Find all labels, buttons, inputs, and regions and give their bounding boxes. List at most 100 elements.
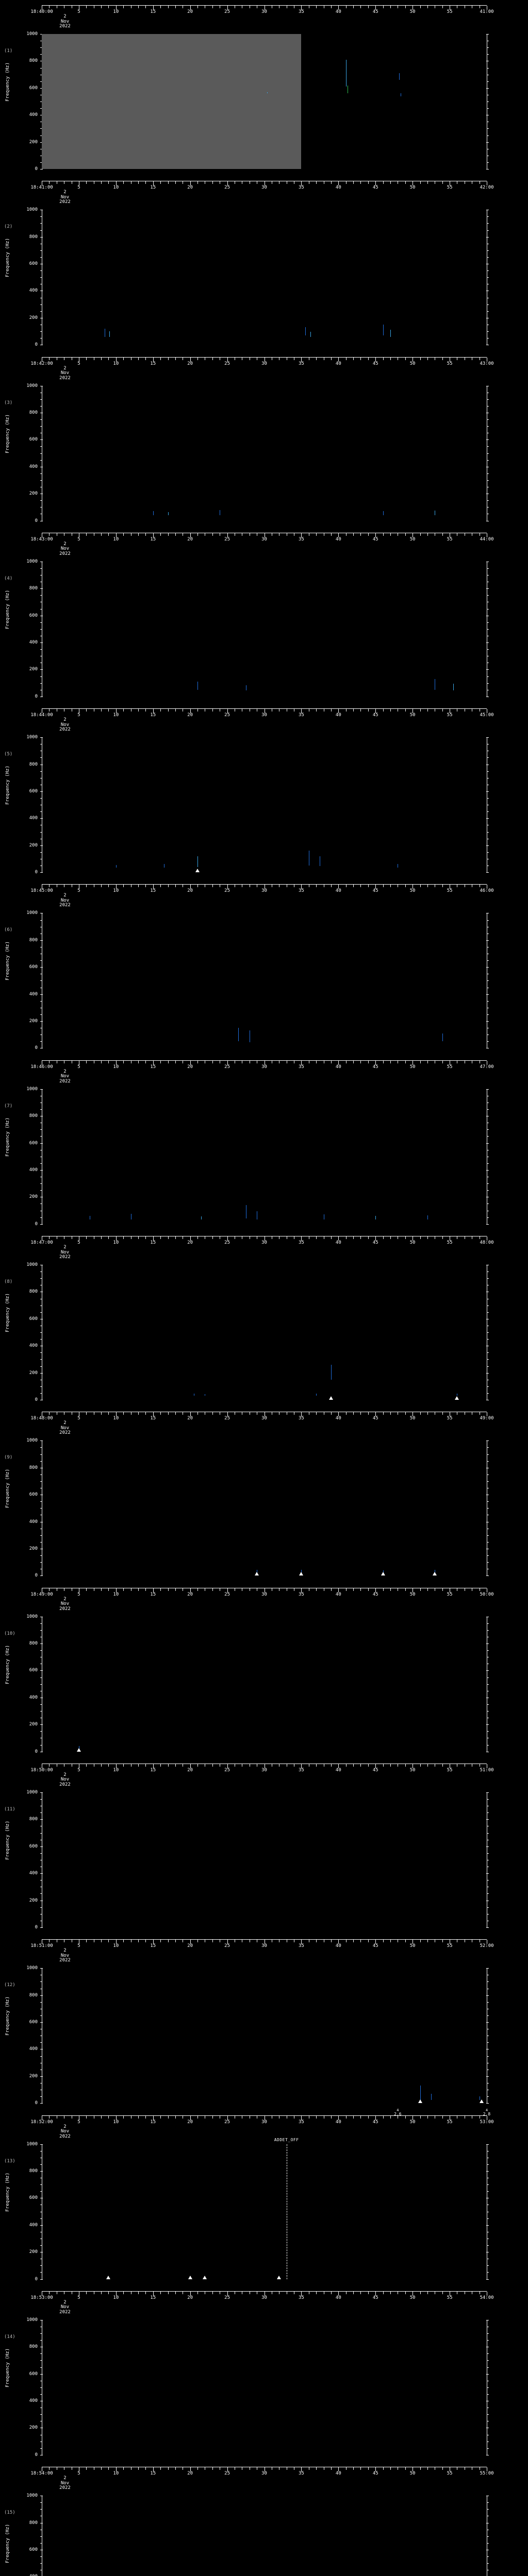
y-axis-tick-label: 400 [29,288,38,294]
spectrogram-field[interactable] [42,1617,487,1752]
plot-area[interactable]: (14) Frequency (Hz) 1000 800 600 400 200 0 [0,2286,528,2462]
detection-marker-triangle[interactable] [76,1748,81,1752]
detection-marker-triangle[interactable] [195,869,200,873]
spectrogram-field[interactable] [42,1265,487,1400]
plot-area[interactable]: (10) Frequency (Hz) 1000 800 600 400 200 0 [0,1583,528,1758]
time-axis-tick-label: 30 [261,713,267,718]
detection-marker-triangle[interactable] [455,1396,459,1400]
detection-marker-triangle[interactable] [381,1572,385,1576]
detection-marker-triangle[interactable] [479,2099,484,2104]
spectrogram-panel[interactable]: 18:53:00 5 10 15 20 25 30 35 40 45 50 55 54:00 2 Nov 20… [0,2285,528,2462]
detection-marker-triangle[interactable] [433,1572,437,1576]
spectrogram-panel[interactable]: 18:42:00 5 10 15 20 25 30 35 40 45 50 55 43:00 2 Nov 20… [0,351,528,528]
detection-marker-triangle[interactable] [255,1572,259,1576]
plot-area[interactable]: (4) Frequency (Hz) 1000 800 600 400 200 0 [0,528,528,703]
spectrogram-panel[interactable]: 18:50:00 5 10 15 20 25 30 35 40 45 50 55 51:00 2 Nov 20… [0,1758,528,1935]
time-axis-tick-label: 50 [409,1767,416,1773]
spectrogram-panel[interactable]: 18:44:00 5 10 15 20 25 30 35 40 45 50 55 45:00 2 Nov 20… [0,703,528,879]
time-axis: 18:48:00 5 10 15 20 25 30 35 40 45 50 55 49:00 2 Nov 20… [0,1406,528,1437]
spectrogram-field[interactable] [42,1089,487,1224]
plot-area[interactable]: (7) Frequency (Hz) 1000 800 600 400 200 0 [0,1055,528,1231]
plot-area[interactable]: (12) Frequency (Hz) 1000 800 600 400 200 0 [0,1934,528,2110]
plot-area[interactable]: (11) Frequency (Hz) 1000 800 600 400 200 0 [0,1758,528,1934]
plot-area[interactable]: (2) Frequency (Hz) 1000 800 600 400 200 0 [0,176,528,351]
date-line: 2 [63,2476,67,2481]
spectrogram-panel[interactable]: 18:54:00 5 10 15 20 25 30 35 40 45 50 55 55:00 2 Nov 20… [0,2462,528,2576]
colorbar-tick-label: 4 2.6 [394,2108,402,2116]
date-stack: 2 Nov 2022 [42,2476,88,2491]
time-axis-end-label: 49:00 [480,1416,494,1421]
detection-marker-triangle[interactable] [299,1572,304,1576]
time-axis-tick-label: 5 [77,1240,80,1246]
spectrogram-field[interactable] [42,386,487,521]
time-axis-tick-label: 25 [224,536,230,542]
spectrogram-field[interactable] [42,1792,487,1927]
time-axis-tick-label: 55 [447,2295,453,2300]
y-axis-tick-label: 400 [29,1519,38,1524]
spectrogram-panel[interactable]: 18:46:00 5 10 15 20 25 30 35 40 45 50 55 47:00 2 Nov 20… [0,1055,528,1231]
panel-number: (1) [4,48,13,54]
spectrogram-panel[interactable]: 18:40:00 5 10 15 20 25 30 35 40 45 50 55 41:00 2 Nov 20… [0,0,528,176]
spectrogram-field[interactable] [42,1968,487,2103]
date-line: 2022 [59,1078,71,1084]
spectrogram-panel[interactable]: 18:47:00 5 10 15 20 25 30 35 40 45 50 55 48:00 2 Nov 20… [0,1231,528,1407]
spectrogram-field[interactable] [42,1440,487,1575]
spectrogram-panel[interactable]: 18:51:00 5 10 15 20 25 30 35 40 45 50 55 52:00 2 Nov 20… [0,1934,528,2110]
time-axis-tick-rail [42,1412,487,1417]
spectrogram-field[interactable] [42,913,487,1048]
detection-trace [109,331,110,337]
detection-marker-triangle[interactable] [188,2275,192,2279]
time-axis-tick-label: 5 [77,361,80,366]
time-axis-tick-label: 25 [224,1943,230,1949]
spectrogram-field[interactable] [42,737,487,872]
plot-area[interactable]: (8) Frequency (Hz) 1000 800 600 400 200 0 [0,1231,528,1406]
time-axis-tick-label: 40 [335,1767,341,1773]
date-line: 2 [63,2299,67,2305]
time-axis-tick-label: 20 [187,2471,193,2477]
time-axis-tick-label: 45 [372,2295,378,2300]
time-axis-tick-rail [42,2467,487,2472]
plot-area[interactable]: (1) Frequency (Hz) 1000 800 600 400 200 0 [0,0,528,176]
time-axis-tick-label: 25 [224,1591,230,1597]
time-axis-tick-label: 40 [335,1064,341,1070]
spectrogram-panel[interactable]: 18:52:00 5 10 15 20 25 30 35 40 45 50 55 53:00 2 Nov 20… [0,2108,528,2286]
date-line: 2 [63,2124,67,2129]
time-axis-tick-label: 55 [447,361,453,366]
spectrogram-field[interactable] [42,562,487,697]
spectrogram-field[interactable] [42,210,487,345]
detection-trace [168,512,169,516]
spectrogram-panel[interactable]: 18:43:00 5 10 15 20 25 30 35 40 45 50 55 44:00 2 Nov 20… [0,527,528,704]
spectrogram-field[interactable] [42,34,487,169]
detection-marker-triangle[interactable] [277,2275,282,2279]
time-axis-tick-label: 10 [113,1416,119,1421]
time-axis-tick-label: 20 [187,2295,193,2300]
time-axis: 18:52:00 5 10 15 20 25 30 35 40 45 50 55 53:00 2 Nov 20… [0,2110,528,2141]
spectrogram-panel[interactable]: 18:48:00 5 10 15 20 25 30 35 40 45 50 55 49:00 2 Nov 20… [0,1406,528,1583]
time-axis-start-label: 18:50:00 [30,1767,53,1773]
plot-area[interactable]: (9) Frequency (Hz) 1000 800 600 400 200 0 [0,1406,528,1582]
detection-marker-triangle[interactable] [328,1396,333,1400]
spectrogram-field[interactable] [42,2496,487,2576]
detection-marker-triangle[interactable] [418,2099,422,2104]
spectrogram-panel[interactable]: 18:45:00 5 10 15 20 25 30 35 40 45 50 55 46:00 2 Nov 20… [0,879,528,1055]
plot-area[interactable]: (5) Frequency (Hz) 1000 800 600 400 200 0 [0,703,528,879]
date-line: 2 [63,717,67,723]
plot-area[interactable]: (6) Frequency (Hz) 1000 800 600 400 200 0 [0,879,528,1055]
y-axis-tick-label: 400 [29,2398,38,2404]
spectrogram-field[interactable] [42,2320,487,2455]
plot-area[interactable]: (13) Frequency (Hz) 1000 800 600 400 200 0 ADDET… [0,2110,528,2286]
detection-marker-triangle[interactable] [106,2275,111,2279]
time-axis-tick-label: 30 [261,1591,267,1597]
spectrogram-field[interactable] [42,2144,487,2279]
detection-trace [383,324,384,335]
date-line: 2 [63,1948,67,1954]
plot-area[interactable]: (3) Frequency (Hz) 1000 800 600 400 200 0 [0,352,528,528]
spectrogram-panel[interactable]: 18:49:00 5 10 15 20 25 30 35 40 45 50 55 50:00 2 Nov 20… [0,1582,528,1758]
panel-number: (4) [4,575,13,581]
time-axis-end-label: 45:00 [480,713,494,718]
panel-number: (8) [4,1279,13,1285]
spectrogram-panel[interactable]: 18:41:00 5 10 15 20 25 30 35 40 45 50 55 42:00 2 Nov 20… [0,176,528,352]
time-axis-tick-label: 55 [447,1767,453,1773]
detection-marker-triangle[interactable] [203,2275,207,2279]
